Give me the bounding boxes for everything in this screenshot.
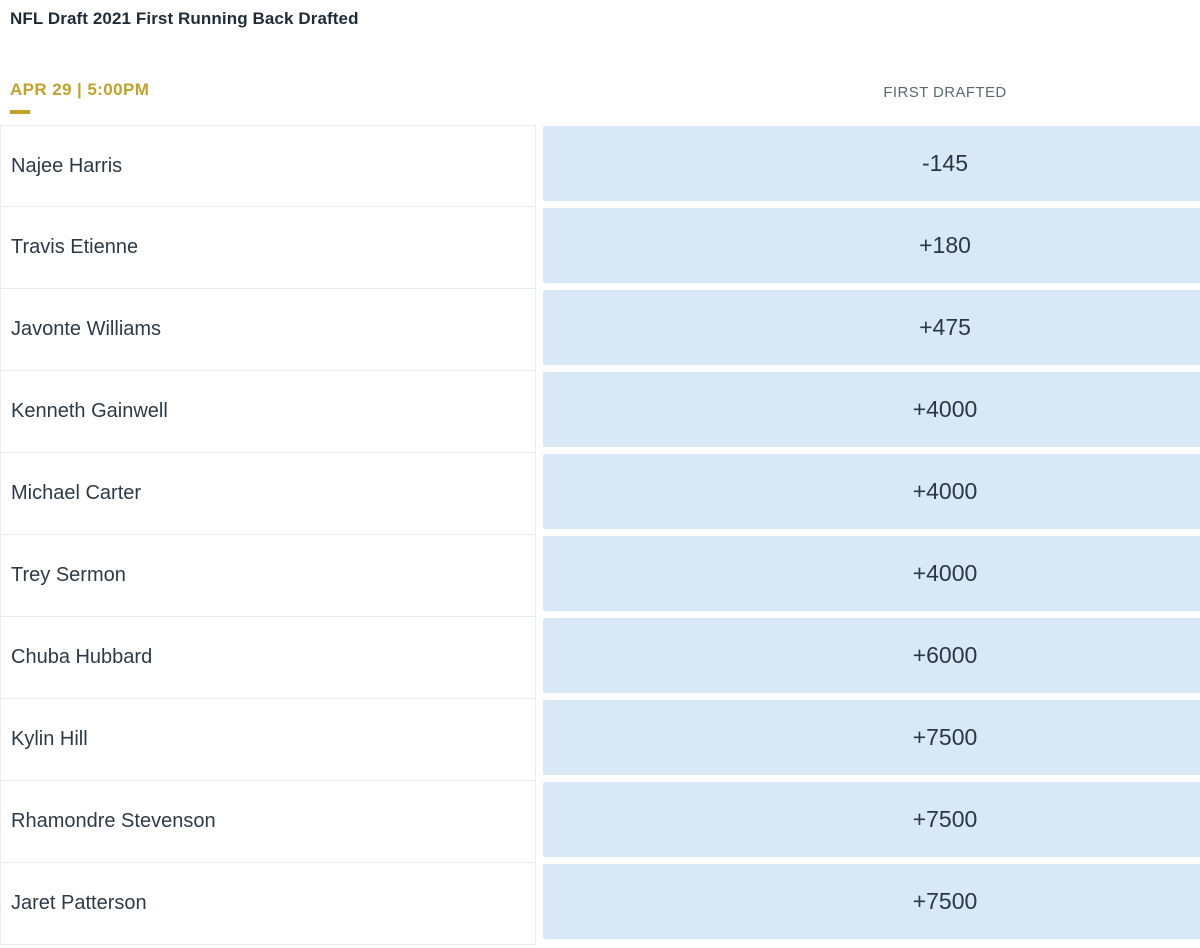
table-row: Trey Sermon +4000 bbox=[0, 535, 1200, 617]
player-name: Trey Sermon bbox=[0, 535, 536, 617]
table-row: Javonte Williams +475 bbox=[0, 289, 1200, 371]
odds-button[interactable]: +180 bbox=[543, 208, 1200, 283]
table-row: Rhamondre Stevenson +7500 bbox=[0, 781, 1200, 863]
page-title: NFL Draft 2021 First Running Back Drafte… bbox=[10, 9, 359, 28]
event-datetime: APR 29 | 5:00PM bbox=[10, 80, 150, 99]
table-row: Travis Etienne +180 bbox=[0, 207, 1200, 289]
table-row: Chuba Hubbard +6000 bbox=[0, 617, 1200, 699]
odds-button[interactable]: +4000 bbox=[543, 454, 1200, 529]
table-row: Jaret Patterson +7500 bbox=[0, 863, 1200, 945]
odds-button[interactable]: +7500 bbox=[543, 700, 1200, 775]
player-name: Chuba Hubbard bbox=[0, 617, 536, 699]
odds-button[interactable]: +7500 bbox=[543, 864, 1200, 939]
odds-button[interactable]: +7500 bbox=[543, 782, 1200, 857]
player-name: Rhamondre Stevenson bbox=[0, 781, 536, 863]
player-name: Javonte Williams bbox=[0, 289, 536, 371]
accent-dash bbox=[10, 110, 30, 114]
table-row: Kenneth Gainwell +4000 bbox=[0, 371, 1200, 453]
player-name: Jaret Patterson bbox=[0, 863, 536, 945]
widget-header: NFL Draft 2021 First Running Back Drafte… bbox=[0, 0, 1200, 125]
table-row: Michael Carter +4000 bbox=[0, 453, 1200, 535]
odds-button[interactable]: +475 bbox=[543, 290, 1200, 365]
table-row: Najee Harris -145 bbox=[0, 125, 1200, 207]
player-name: Kylin Hill bbox=[0, 699, 536, 781]
player-name: Najee Harris bbox=[0, 125, 536, 207]
odds-button[interactable]: +6000 bbox=[543, 618, 1200, 693]
column-header-first-drafted: FIRST DRAFTED bbox=[883, 84, 1007, 101]
player-name: Michael Carter bbox=[0, 453, 536, 535]
odds-table: Najee Harris -145 Travis Etienne +180 Javont… bbox=[0, 125, 1200, 945]
odds-button[interactable]: -145 bbox=[543, 126, 1200, 201]
player-name: Kenneth Gainwell bbox=[0, 371, 536, 453]
table-row: Kylin Hill +7500 bbox=[0, 699, 1200, 781]
player-name: Travis Etienne bbox=[0, 207, 536, 289]
odds-button[interactable]: +4000 bbox=[543, 536, 1200, 611]
odds-button[interactable]: +4000 bbox=[543, 372, 1200, 447]
